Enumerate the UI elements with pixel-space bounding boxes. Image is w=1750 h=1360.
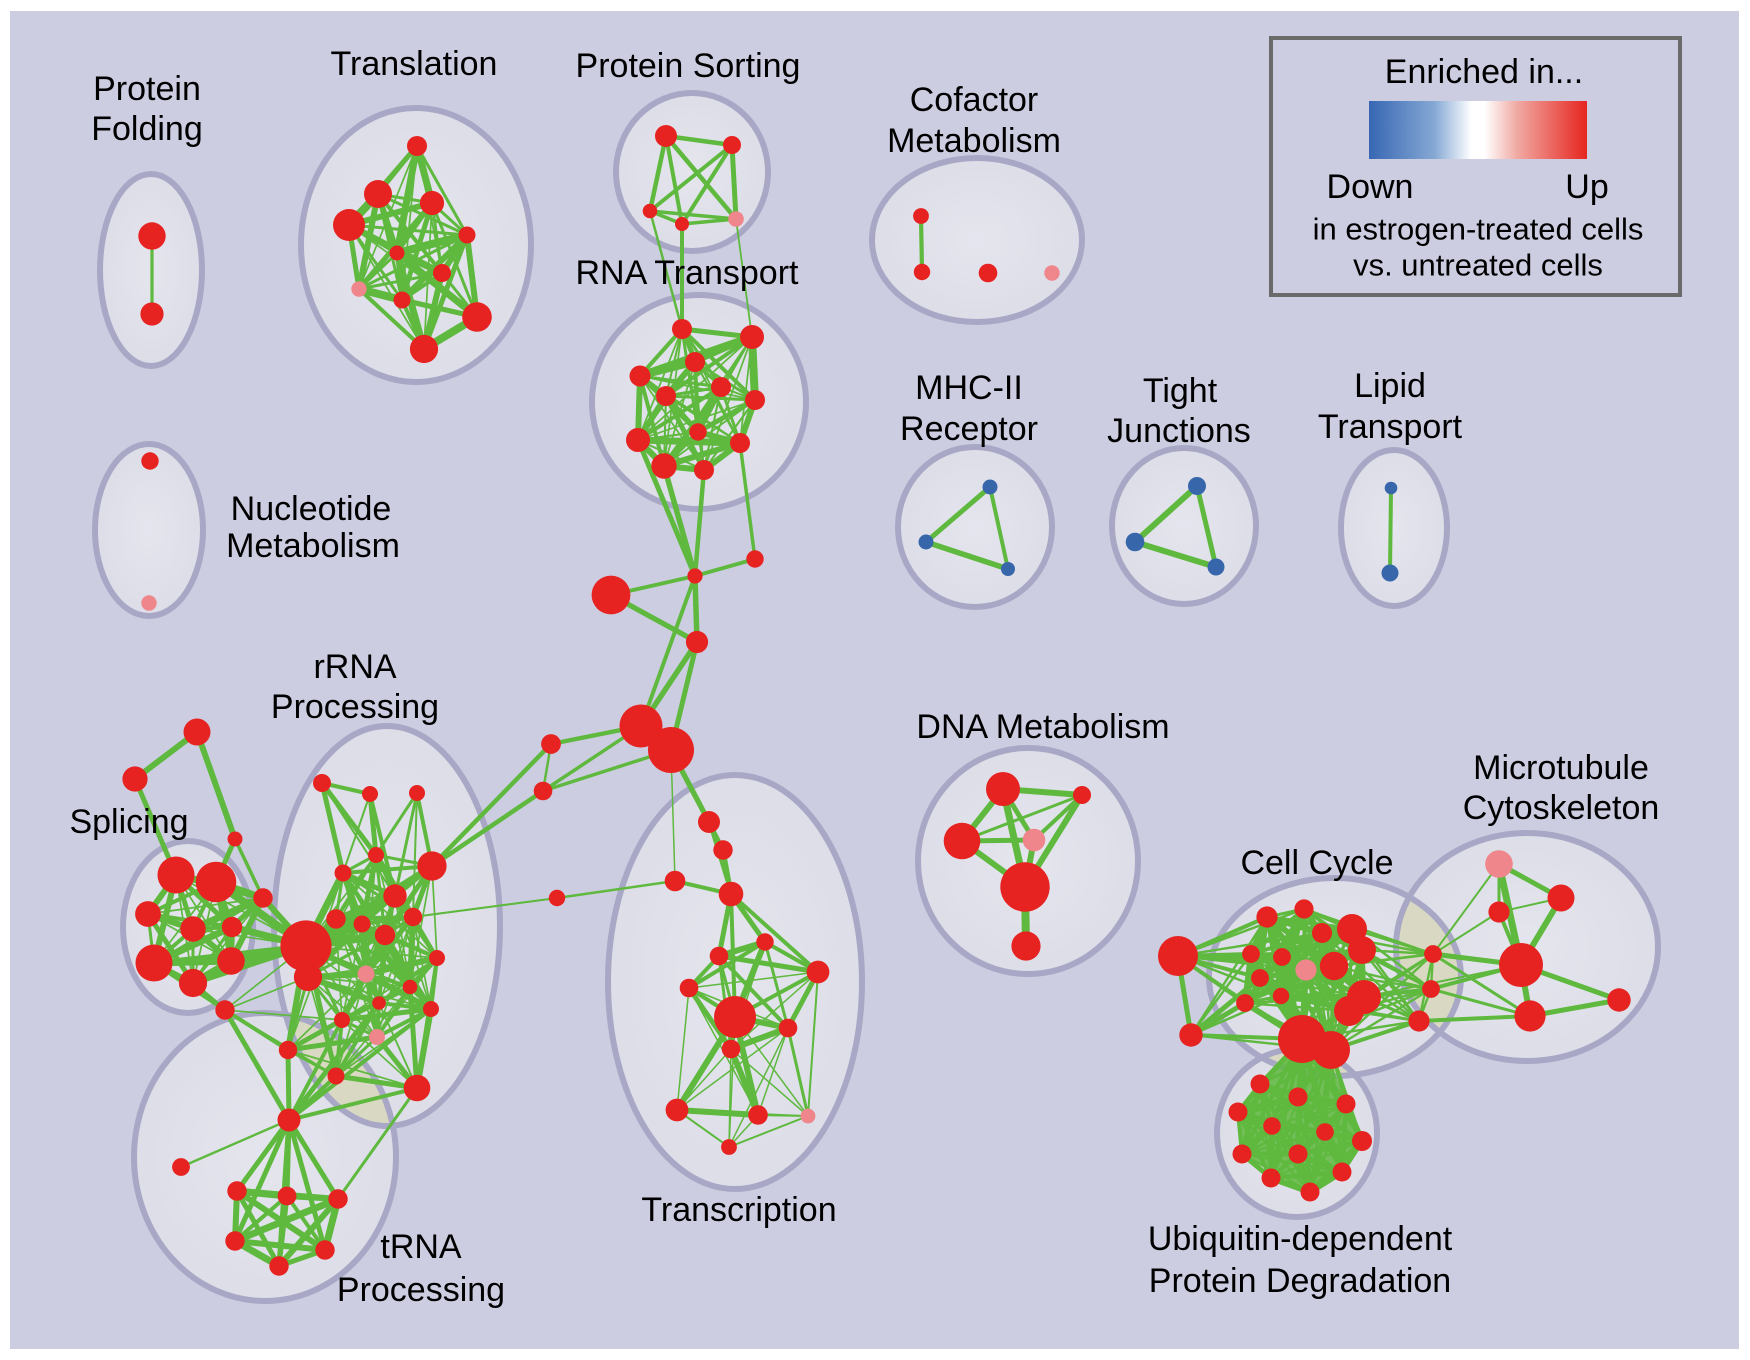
- svg-text:DNA Metabolism: DNA Metabolism: [916, 708, 1169, 746]
- svg-text:Enriched in...: Enriched in...: [1385, 53, 1583, 91]
- svg-text:Lipid: Lipid: [1354, 367, 1426, 405]
- svg-text:Folding: Folding: [91, 110, 203, 148]
- svg-text:Down: Down: [1327, 168, 1414, 206]
- svg-text:Protein Sorting: Protein Sorting: [576, 47, 801, 85]
- svg-text:RNA Transport: RNA Transport: [576, 254, 800, 292]
- svg-text:vs. untreated cells: vs. untreated cells: [1353, 248, 1603, 283]
- svg-text:Cytoskeleton: Cytoskeleton: [1463, 789, 1660, 827]
- svg-text:Nucleotide: Nucleotide: [231, 490, 392, 528]
- svg-text:Tight: Tight: [1143, 372, 1218, 410]
- svg-text:MHC-II: MHC-II: [915, 369, 1023, 407]
- svg-text:in estrogen-treated cells: in estrogen-treated cells: [1313, 212, 1644, 247]
- svg-text:Transcription: Transcription: [641, 1191, 836, 1229]
- svg-text:Receptor: Receptor: [900, 410, 1038, 448]
- svg-text:Cofactor: Cofactor: [910, 81, 1039, 119]
- svg-text:Processing: Processing: [337, 1271, 505, 1309]
- svg-text:Processing: Processing: [271, 688, 439, 726]
- svg-text:Junctions: Junctions: [1107, 412, 1251, 450]
- svg-text:Protein: Protein: [93, 70, 201, 108]
- svg-text:tRNA: tRNA: [380, 1228, 462, 1266]
- svg-text:Cell Cycle: Cell Cycle: [1240, 844, 1393, 882]
- svg-text:Translation: Translation: [331, 45, 498, 83]
- svg-text:rRNA: rRNA: [313, 648, 396, 686]
- svg-text:Up: Up: [1565, 168, 1608, 206]
- svg-text:Transport: Transport: [1318, 408, 1463, 446]
- svg-text:Metabolism: Metabolism: [226, 527, 400, 565]
- svg-text:Microtubule: Microtubule: [1473, 749, 1649, 787]
- svg-text:Metabolism: Metabolism: [887, 122, 1061, 160]
- svg-text:Protein Degradation: Protein Degradation: [1149, 1262, 1451, 1300]
- svg-text:Splicing: Splicing: [69, 803, 188, 841]
- svg-text:Ubiquitin-dependent: Ubiquitin-dependent: [1148, 1220, 1453, 1258]
